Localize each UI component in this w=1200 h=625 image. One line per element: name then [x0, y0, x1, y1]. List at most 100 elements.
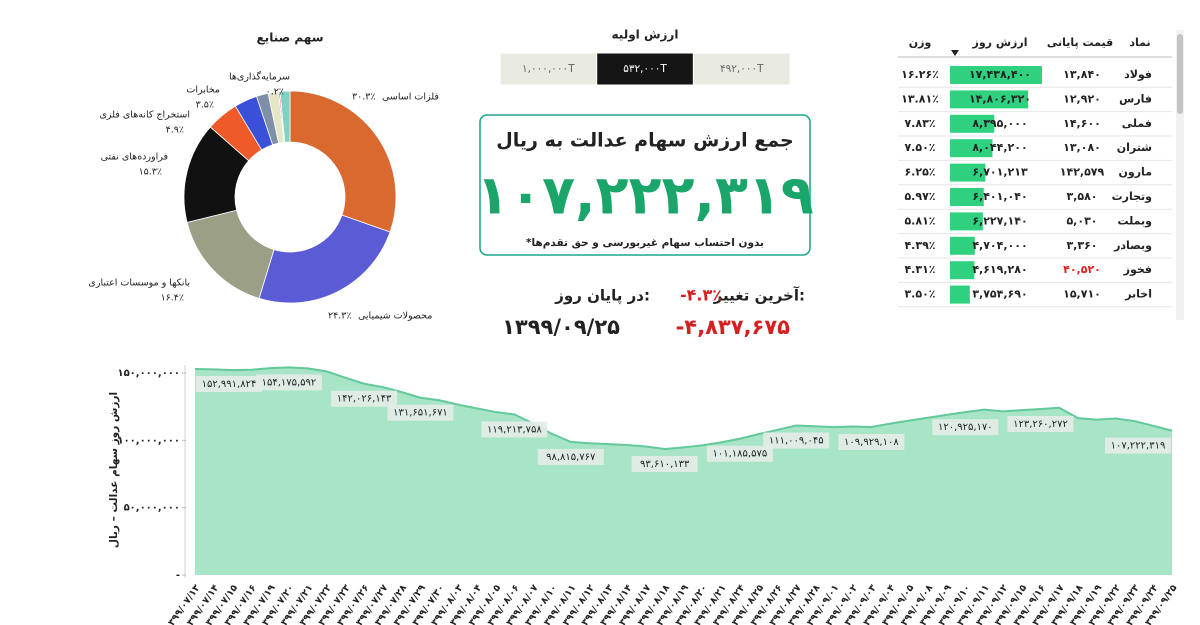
- y-tick-label: ۱۵۰,۰۰۰,۰۰۰: [117, 368, 180, 379]
- initial-value-title: ارزش اولیه: [612, 28, 679, 43]
- weight: ۴.۳۱٪: [904, 263, 935, 276]
- column-header: ارزش روز: [972, 36, 1028, 49]
- slice-value-label: ۰.۲٪: [266, 87, 284, 98]
- slice-label: استخراج کانه‌های فلزی: [99, 110, 190, 121]
- weight: ۱۳.۸۱٪: [901, 92, 939, 105]
- value-label-bg: [706, 445, 773, 462]
- date: ۱۳۹۹/۰۹/۲۵: [502, 315, 620, 339]
- close-price: ۱۳,۸۴۰: [1063, 68, 1101, 81]
- symbol: فولاد: [1124, 68, 1152, 81]
- value-label-bg: [1105, 437, 1171, 454]
- slice-value-label: ۴.۹٪: [166, 125, 184, 136]
- value-label: ۱۲۳,۲۶۰,۲۷۲: [1013, 419, 1068, 430]
- slice-value-label: ۱۵.۳٪: [139, 167, 162, 178]
- symbol: وتجارت: [1112, 190, 1153, 203]
- close-price: ۳,۵۸۰: [1066, 190, 1097, 203]
- slice-label: سرمایه‌گذاری‌ها: [229, 71, 290, 83]
- daily-value: ۳,۷۵۴,۶۹۰: [972, 288, 1027, 301]
- weight: ۶.۲۵٪: [904, 166, 935, 179]
- slice-label: بانکها و موسسات اعتباری: [88, 278, 190, 289]
- option-label[interactable]: ۱,۰۰۰,۰۰۰T: [522, 63, 575, 75]
- weight: ۷.۵۰٪: [904, 141, 935, 154]
- value-label-bg: [481, 421, 548, 438]
- option-label[interactable]: ۴۹۲,۰۰۰T: [720, 63, 764, 75]
- option-button[interactable]: [596, 52, 694, 86]
- value-label: ۹۳,۶۱۰,۱۳۳: [640, 459, 690, 470]
- change-label: آخرین تغییر:: [713, 287, 805, 305]
- value-label-bg: [537, 448, 604, 465]
- donut-title: سهم صنایع: [256, 31, 323, 45]
- y-tick-label: ۱۰۰,۰۰۰,۰۰۰: [117, 435, 180, 446]
- weight: ۱۶.۲۶٪: [901, 68, 939, 81]
- slice-value-label: ۱۶.۴٪: [161, 293, 184, 304]
- value-bar: [950, 66, 1042, 84]
- value-label: ۱۰۷,۲۲۲,۳۱۹: [1111, 441, 1166, 452]
- value-label: ۱۴۲,۰۲۶,۱۴۳: [337, 394, 392, 405]
- weight: ۴.۳۹٪: [904, 239, 935, 252]
- value-label-bg: [387, 404, 454, 421]
- value-label: ۱۵۲,۹۹۱,۸۲۴: [202, 379, 257, 390]
- value-label-bg: [196, 375, 262, 392]
- close-price: ۱۵,۷۱۰: [1063, 288, 1101, 301]
- total-note: *بدون احتساب سهام غیربورسی و حق تقدم‌ها: [526, 237, 764, 249]
- scrollbar-track[interactable]: [1176, 30, 1184, 320]
- value-bar: [950, 212, 983, 231]
- symbol: شتران: [1117, 141, 1152, 154]
- column-header: قیمت پایانی: [1047, 36, 1113, 49]
- column-header: نماد: [1129, 36, 1150, 49]
- weight: ۵.۹۷٪: [904, 190, 935, 203]
- value-bar: [950, 90, 1029, 109]
- donut-slice: [289, 90, 397, 233]
- y-axis-title: ارزش روز سهام عدالت – ریال: [108, 392, 120, 548]
- symbol: فخوز: [1123, 263, 1152, 276]
- value-label-bg: [1007, 416, 1074, 433]
- symbol: فملی: [1122, 117, 1152, 130]
- value-bar: [950, 236, 975, 255]
- y-tick-label: -: [176, 570, 180, 581]
- sort-arrow[interactable]: [951, 50, 959, 56]
- value-label-bg: [932, 419, 999, 436]
- option-button[interactable]: [499, 52, 598, 86]
- value-label: ۱۱۹,۲۱۳,۷۵۸: [487, 424, 542, 435]
- day-end-label: در پایان روز:: [554, 287, 650, 306]
- donut-slice: [258, 214, 391, 304]
- value-label: ۱۲۰,۹۲۵,۱۷۰: [938, 422, 993, 433]
- daily-value: ۶,۷۰۱,۲۱۳: [972, 166, 1028, 179]
- weight: ۵.۸۱٪: [904, 214, 935, 227]
- close-price: ۱۴۲,۵۷۹: [1060, 166, 1105, 179]
- daily-value: ۴,۷۰۴,۰۰۰: [972, 239, 1027, 252]
- slice-label: محصولات شیمیایی: [358, 311, 432, 322]
- daily-value: ۶,۴۰۱,۰۴۰: [972, 190, 1027, 203]
- scrollbar-thumb[interactable]: [1177, 34, 1183, 114]
- daily-value: ۱۴,۸۰۶,۳۲۰: [969, 92, 1031, 105]
- daily-value: ۱۷,۴۳۸,۴۰۰: [969, 68, 1031, 81]
- day-end-change: -۴,۸۳۷,۶۷۵: [676, 315, 791, 339]
- value-label: ۹۸,۸۱۵,۷۶۷: [546, 452, 596, 463]
- total-value: ۱۰۷,۲۲۲,۳۱۹: [476, 164, 814, 227]
- close-price: ۱۳,۰۸۰: [1063, 141, 1101, 154]
- value-label-bg: [255, 374, 322, 391]
- value-label: ۱۱۱,۰۰۹,۰۴۵: [769, 436, 824, 447]
- value-bar: [950, 114, 995, 133]
- value-bar: [950, 163, 986, 182]
- option-button[interactable]: [692, 52, 791, 86]
- donut-slice: [279, 90, 291, 143]
- slice-value-label: ۳.۵٪: [196, 100, 214, 111]
- value-bar: [950, 188, 984, 206]
- value-label: ۱۰۱,۱۸۵,۵۷۵: [713, 449, 768, 460]
- daily-value: ۶,۲۲۷,۱۴۰: [972, 214, 1027, 227]
- close-price: ۴۰,۵۲۰: [1063, 263, 1101, 276]
- value-label: ۱۳۱,۶۵۱,۶۷۱: [393, 408, 448, 419]
- value-label-bg: [631, 455, 698, 472]
- weight: ۳.۵۰٪: [904, 288, 935, 301]
- close-price: ۱۲,۹۲۰: [1063, 92, 1101, 105]
- option-label[interactable]: ۵۳۲,۰۰۰T: [623, 63, 667, 75]
- value-bar: [950, 139, 993, 158]
- y-tick-label: ۵۰,۰۰۰,۰۰۰: [124, 503, 180, 514]
- area-line: [194, 366, 1173, 450]
- total-title: جمع ارزش سهام عدالت به ریال: [496, 130, 793, 152]
- value-label-bg: [838, 433, 905, 450]
- total-box: [479, 114, 811, 256]
